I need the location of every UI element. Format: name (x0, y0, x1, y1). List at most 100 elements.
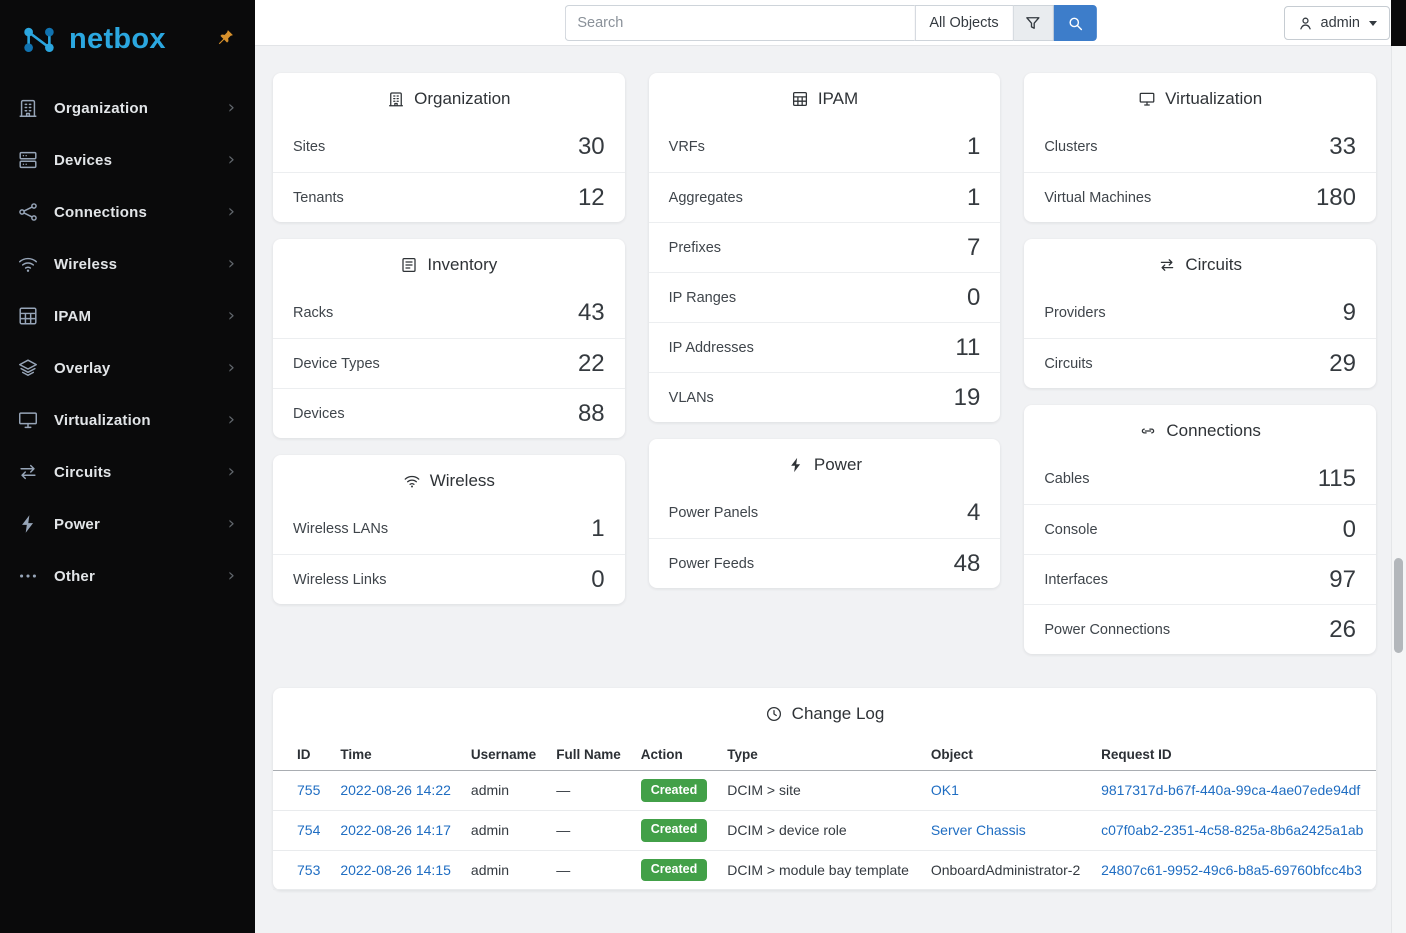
stat-row-clusters[interactable]: Clusters 33 (1024, 122, 1376, 172)
stat-row-power-connections[interactable]: Power Connections 26 (1024, 604, 1376, 654)
changelog-time-link[interactable]: 2022-08-26 14:22 (340, 782, 451, 799)
stat-row-power-panels[interactable]: Power Panels 4 (649, 488, 1001, 538)
stat-label: IP Addresses (668, 339, 754, 356)
scrollbar-thumb[interactable] (1394, 558, 1403, 653)
card-title-circuits: Circuits (1024, 239, 1376, 288)
stat-row-console[interactable]: Console 0 (1024, 504, 1376, 554)
stat-label: Virtual Machines (1044, 189, 1152, 206)
changelog-full-name: — (546, 810, 631, 851)
changelog-time-link[interactable]: 2022-08-26 14:15 (340, 861, 451, 878)
sidebar-nav: Organization › Devices › Connections › W… (0, 78, 255, 602)
sidebar-item-ipam[interactable]: IPAM › (0, 290, 255, 342)
card-title: Power (813, 455, 863, 474)
column-header-action: Action (630, 739, 718, 771)
sidebar-item-organization[interactable]: Organization › (0, 82, 255, 134)
scrollbar-top-cap (1391, 0, 1406, 46)
stat-row-ip-addresses[interactable]: IP Addresses 11 (648, 322, 1001, 372)
stat-row-virtual-machines[interactable]: Virtual Machines 180 (1024, 172, 1376, 222)
stat-row-interfaces[interactable]: Interfaces 97 (1024, 554, 1376, 604)
chevron-right-icon: › (227, 513, 235, 534)
stat-row-prefixes[interactable]: Prefixes 7 (648, 222, 1001, 272)
dashboard-column-2: IPAM VRFs 1 Aggregates 1 Prefixes 7 (648, 73, 1001, 588)
stat-value: 30 (577, 133, 605, 160)
search-button[interactable] (1053, 5, 1097, 41)
stat-row-aggregates[interactable]: Aggregates 1 (648, 172, 1001, 222)
wifi-icon (404, 475, 420, 488)
card-power: Power Power Panels 4 Power Feeds 48 (648, 439, 1001, 588)
history-clock-icon (766, 706, 781, 722)
stat-row-wireless-lans[interactable]: Wireless LANs 1 (273, 504, 625, 554)
swap-arrows-icon (17, 461, 39, 483)
stat-value: 97 (1329, 565, 1356, 593)
card-organization: Organization Sites 30 Tenants 12 (273, 73, 625, 222)
stat-label: Console (1044, 521, 1098, 538)
stat-value: 0 (966, 283, 981, 311)
object-type-selector[interactable]: All Objects (914, 5, 1014, 41)
changelog-time-link[interactable]: 2022-08-26 14:17 (340, 822, 451, 839)
stat-row-devices[interactable]: Devices 88 (273, 388, 625, 438)
stat-row-power-feeds[interactable]: Power Feeds 48 (648, 538, 1001, 588)
stat-label: Cables (1044, 471, 1090, 487)
stat-row-vlans[interactable]: VLANs 19 (648, 372, 1001, 422)
netbox-logo[interactable]: netbox (18, 20, 166, 58)
sidebar-item-wireless[interactable]: Wireless › (0, 238, 255, 290)
stat-value: 43 (577, 299, 605, 326)
building-icon (17, 97, 39, 119)
column-header-request-id: Request ID (1091, 739, 1376, 771)
filter-button[interactable] (1013, 5, 1054, 41)
card-inventory: Inventory Racks 43 Device Types 22 Devic… (273, 239, 625, 438)
stat-row-vrfs[interactable]: VRFs 1 (649, 122, 1001, 172)
stat-row-sites[interactable]: Sites 30 (273, 122, 625, 172)
change-log-card: Change Log ID Time Username Full Name Ac (273, 688, 1376, 891)
changelog-request-id-link[interactable]: 9817317d-b67f-440a-99ca-4ae07ede94df (1101, 782, 1361, 799)
stat-value: 1 (966, 133, 981, 160)
changelog-object-link[interactable]: Server Chassis (930, 822, 1026, 839)
sidebar-item-label: Other (54, 567, 96, 585)
scrollbar-track[interactable] (1391, 46, 1406, 933)
sidebar-item-devices[interactable]: Devices › (0, 134, 255, 186)
stat-row-wireless-links[interactable]: Wireless Links 0 (273, 554, 625, 604)
sidebar-item-overlay[interactable]: Overlay › (0, 342, 255, 394)
card-title-inventory: Inventory (273, 239, 625, 288)
stat-value: 33 (1329, 133, 1356, 160)
stat-label: Wireless Links (293, 571, 387, 588)
change-log-row: 755 2022-08-26 14:22 admin — Created DCI… (273, 770, 1376, 811)
stat-label: Devices (293, 405, 345, 422)
changelog-id-link[interactable]: 755 (297, 782, 321, 799)
sidebar-item-circuits[interactable]: Circuits › (0, 446, 255, 498)
stat-row-tenants[interactable]: Tenants 12 (273, 172, 625, 222)
card-title: Circuits (1185, 255, 1242, 274)
stat-row-cables[interactable]: Cables 115 (1024, 454, 1376, 504)
stat-label: Sites (293, 139, 326, 155)
sidebar-header: netbox (0, 0, 255, 78)
stat-value: 9 (1342, 299, 1356, 326)
changelog-id-link[interactable]: 754 (297, 822, 321, 839)
card-title: Connections (1166, 421, 1261, 440)
sidebar-item-connections[interactable]: Connections › (0, 186, 255, 238)
user-menu-button[interactable]: admin (1283, 6, 1390, 40)
search-input[interactable] (564, 5, 915, 41)
stat-row-device-types[interactable]: Device Types 22 (273, 338, 625, 388)
sidebar-item-power[interactable]: Power › (0, 498, 255, 550)
sidebar-item-other[interactable]: Other › (0, 550, 255, 602)
chevron-right-icon: › (227, 253, 235, 274)
stat-row-racks[interactable]: Racks 43 (273, 288, 625, 338)
stat-label: Tenants (293, 189, 344, 206)
sidebar-item-virtualization[interactable]: Virtualization › (0, 394, 255, 446)
sidebar-item-label: Power (54, 515, 101, 533)
changelog-object-link[interactable]: OK1 (930, 782, 959, 799)
stat-row-ip-ranges[interactable]: IP Ranges 0 (648, 272, 1001, 322)
stat-label: VRFs (668, 139, 705, 155)
stat-value: 180 (1315, 183, 1356, 211)
pin-sidebar-icon[interactable] (215, 28, 235, 48)
stat-row-providers[interactable]: Providers 9 (1024, 288, 1376, 338)
dashboard-grid: Organization Sites 30 Tenants 12 (273, 73, 1376, 654)
card-ipam: IPAM VRFs 1 Aggregates 1 Prefixes 7 (648, 73, 1001, 422)
stat-row-circuits[interactable]: Circuits 29 (1024, 338, 1376, 388)
card-title: IPAM (817, 89, 859, 108)
cable-link-icon (1142, 428, 1155, 434)
changelog-request-id-link[interactable]: 24807c61-9952-49c6-b8a5-69760bfcc4b3 (1101, 861, 1362, 878)
changelog-request-id-link[interactable]: c07f0ab2-2351-4c58-825a-8b6a2425a1ab (1101, 822, 1364, 839)
changelog-id-link[interactable]: 753 (297, 861, 321, 878)
stat-label: Interfaces (1044, 571, 1108, 588)
